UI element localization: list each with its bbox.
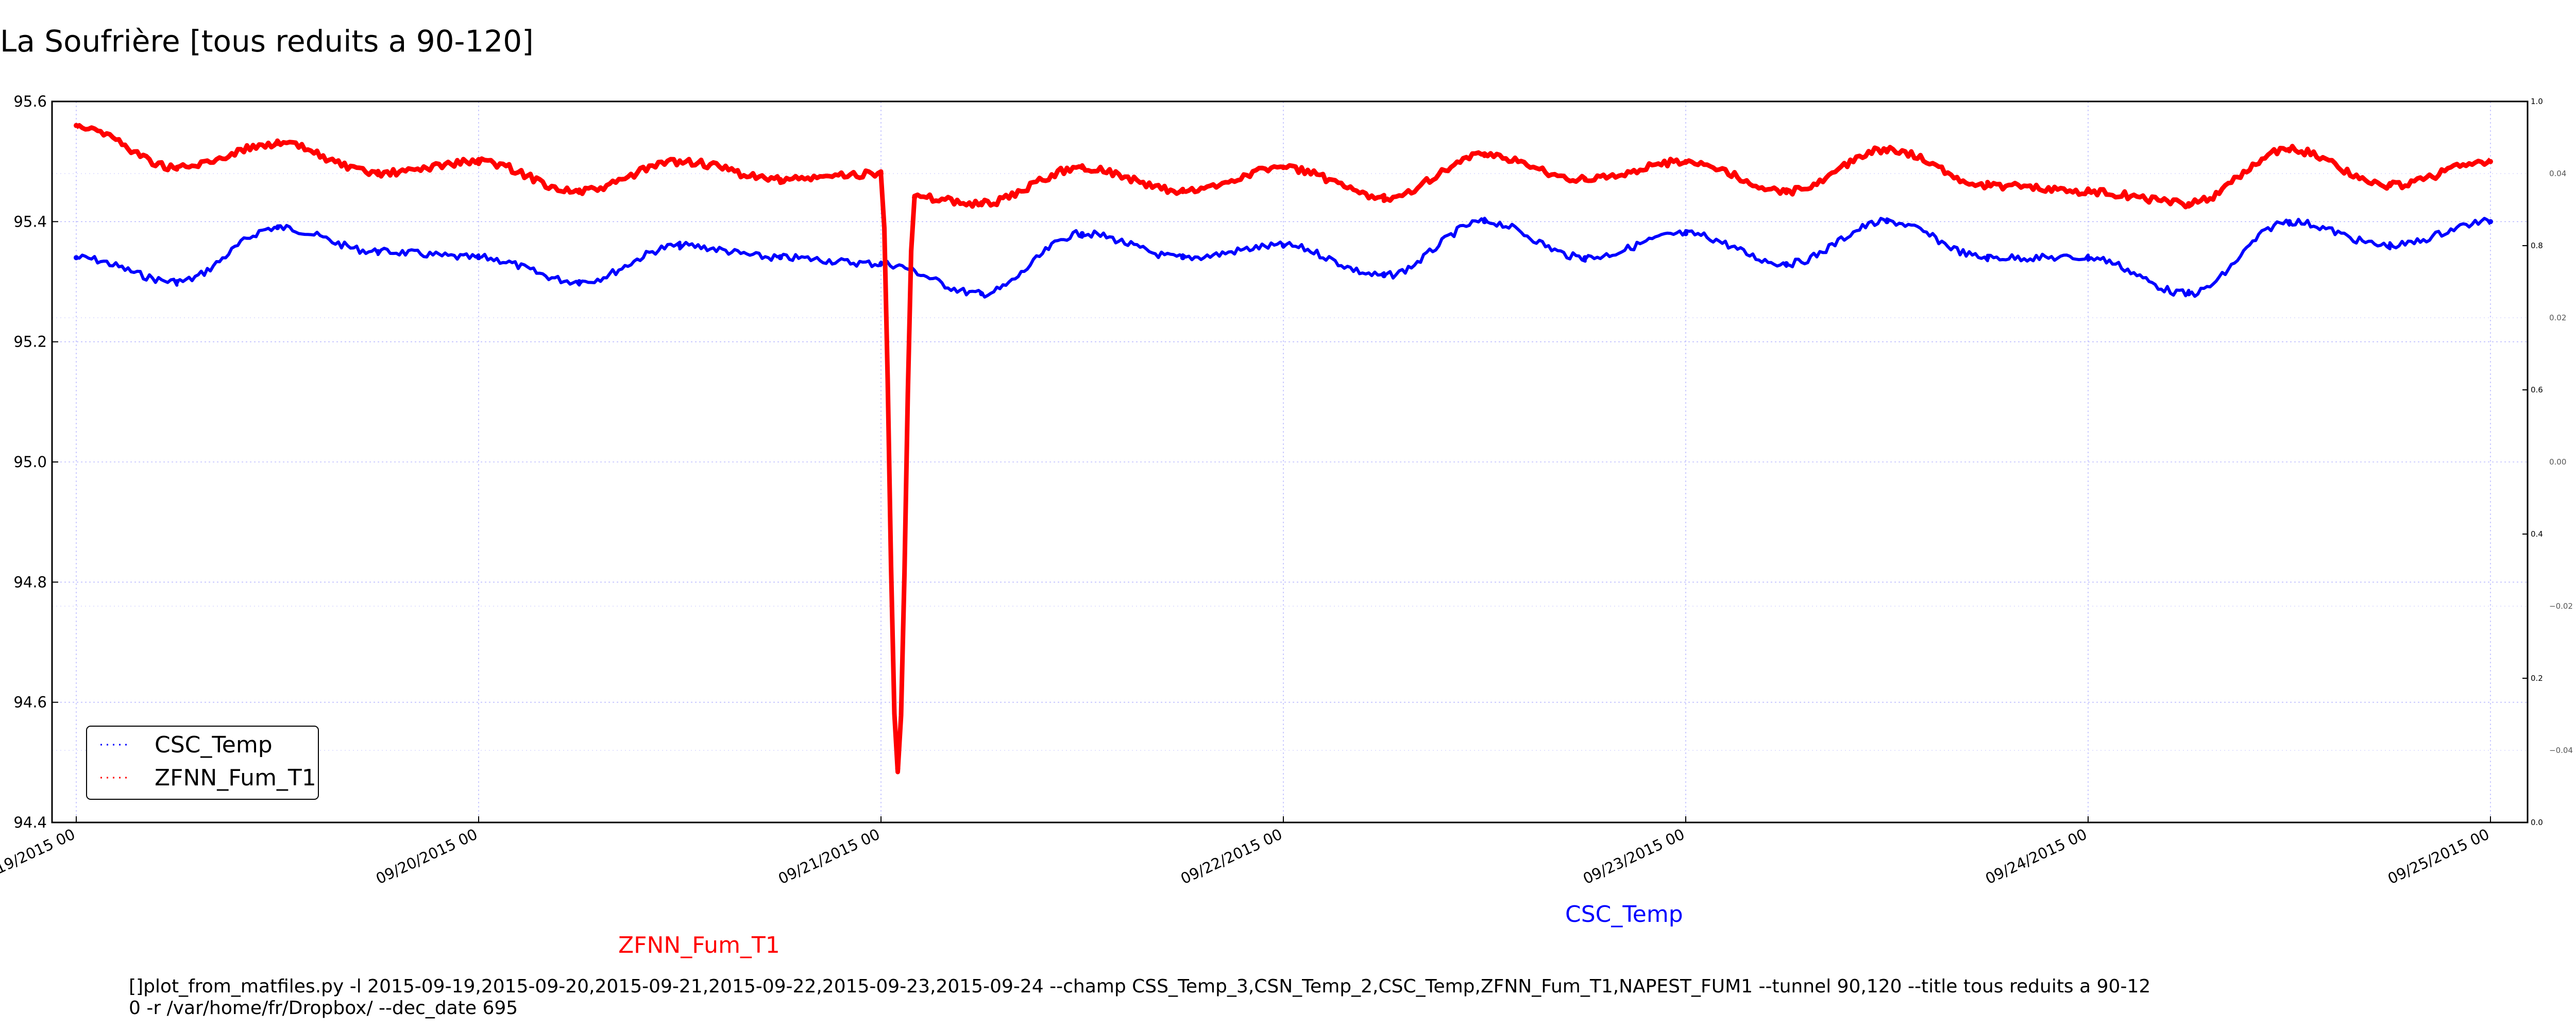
x-tick-label: 09/19/2015 00 <box>0 826 78 888</box>
y-tick-label: 95.2 <box>13 333 47 351</box>
x-tick-label: 09/24/2015 00 <box>1982 826 2090 888</box>
left-y-axis: 95.6 95.4 95.2 95.0 94.8 94.6 94.4 <box>13 93 58 831</box>
right-minor-tick-label: 0.04 <box>2549 169 2566 178</box>
data-point-zfnn-fum-t1 <box>912 195 918 200</box>
data-point-zfnn-fum-t1 <box>1985 183 1990 188</box>
right-tick-label: 0.4 <box>2531 529 2543 539</box>
data-point-csc-temp <box>476 255 481 261</box>
legend-label-csc-temp: CSC_Temp <box>155 732 273 758</box>
y-tick-label: 95.4 <box>13 213 47 230</box>
y-tick-label: 95.6 <box>13 93 47 110</box>
y-tick-label: 94.4 <box>13 814 47 831</box>
x-axis: 09/19/2015 00 09/20/2015 00 09/21/2015 00 0… <box>0 816 2492 887</box>
series-layer <box>74 123 2493 775</box>
command-line-text: []plot_from_matfiles.py -l 2015-09-19,20… <box>129 976 2151 1019</box>
data-point-csc-temp <box>1582 255 1588 261</box>
data-point-zfnn-fum-t1 <box>74 123 79 128</box>
data-point-zfnn-fum-t1 <box>1079 165 1085 170</box>
data-point-zfnn-fum-t1 <box>1482 153 1487 158</box>
data-point-zfnn-fum-t1 <box>1582 177 1588 182</box>
data-point-zfnn-fum-t1 <box>1180 189 1185 194</box>
data-point-csc-temp <box>1683 231 1688 236</box>
data-point-zfnn-fum-t1 <box>1884 147 1890 152</box>
x-tick-label: 09/23/2015 00 <box>1580 826 1687 888</box>
data-point-zfnn-fum-t1 <box>1784 189 1789 194</box>
data-point-csc-temp <box>74 255 79 261</box>
data-point-csc-temp <box>1985 255 1990 261</box>
y-tick-label: 94.8 <box>13 573 47 591</box>
data-point-csc-temp <box>1281 243 1286 248</box>
data-point-csc-temp <box>1884 219 1890 225</box>
data-point-csc-temp <box>1784 261 1789 266</box>
series-label-csc-temp: CSC_Temp <box>1565 901 1683 928</box>
data-point-csc-temp <box>375 249 381 254</box>
legend-label-zfnn-fum-t1: ZFNN_Fum_T1 <box>155 765 316 791</box>
data-point-zfnn-fum-t1 <box>2286 147 2292 152</box>
legend-box <box>86 726 319 800</box>
x-tick-label: 09/25/2015 00 <box>2385 826 2492 888</box>
right-minor-tick-label: −0.02 <box>2549 602 2573 611</box>
data-point-csc-temp <box>777 255 783 261</box>
y-tick-label: 95.0 <box>13 453 47 471</box>
data-point-zfnn-fum-t1 <box>174 165 180 170</box>
data-point-zfnn-fum-t1 <box>577 189 582 194</box>
data-point-zfnn-fum-t1 <box>895 766 901 771</box>
data-point-csc-temp <box>2387 243 2393 248</box>
x-tick-label: 09/20/2015 00 <box>373 826 480 888</box>
data-point-csc-temp <box>677 243 683 248</box>
data-point-zfnn-fum-t1 <box>979 201 985 207</box>
data-point-zfnn-fum-t1 <box>677 159 683 164</box>
right-tick-label: 0.0 <box>2531 818 2543 827</box>
data-point-csc-temp <box>275 225 280 230</box>
data-point-zfnn-fum-t1 <box>777 177 783 182</box>
data-point-csc-temp <box>2086 255 2091 261</box>
data-point-csc-temp <box>979 291 985 297</box>
x-tick-label: 09/22/2015 00 <box>1178 826 1285 888</box>
x-tick-label: 09/21/2015 00 <box>775 826 883 888</box>
right-tick-label: 0.6 <box>2531 385 2543 394</box>
data-point-csc-temp <box>577 279 582 284</box>
data-point-zfnn-fum-t1 <box>1683 159 1688 164</box>
data-point-zfnn-fum-t1 <box>2086 189 2091 194</box>
series-label-zfnn-fum-t1: ZFNN_Fum_T1 <box>618 932 780 958</box>
data-point-zfnn-fum-t1 <box>2488 159 2493 164</box>
data-point-csc-temp <box>878 261 884 266</box>
right-minor-tick-label: 0.00 <box>2549 457 2566 467</box>
right-minor-tick-label: −0.04 <box>2549 746 2573 755</box>
data-point-csc-temp <box>2488 219 2493 225</box>
right-tick-label: 1.0 <box>2531 97 2543 106</box>
data-point-zfnn-fum-t1 <box>476 159 481 164</box>
right-tick-label: 0.8 <box>2531 241 2543 250</box>
data-point-zfnn-fum-t1 <box>1281 165 1286 170</box>
data-point-csc-temp <box>2286 219 2292 225</box>
data-point-zfnn-fum-t1 <box>2387 183 2393 188</box>
data-point-csc-temp <box>174 279 180 284</box>
data-point-zfnn-fum-t1 <box>2186 201 2192 207</box>
data-point-csc-temp <box>1180 255 1185 261</box>
data-point-csc-temp <box>2186 291 2192 297</box>
grid-lines <box>52 101 2528 823</box>
data-point-zfnn-fum-t1 <box>275 141 280 146</box>
legend: CSC_Temp ZFNN_Fum_T1 <box>86 726 319 800</box>
data-point-zfnn-fum-t1 <box>375 171 381 176</box>
right-y-axis: 1.0 0.8 0.6 0.4 0.2 0.0 0.04 0.02 0.00 −0.02 −0.04 <box>2522 97 2573 827</box>
right-minor-tick-label: 0.02 <box>2549 313 2566 322</box>
data-point-csc-temp <box>1079 231 1085 236</box>
y-tick-label: 94.6 <box>13 694 47 711</box>
data-point-csc-temp <box>1482 219 1487 225</box>
data-point-zfnn-fum-t1 <box>1381 195 1387 200</box>
chart-title: La Soufrière [tous reduits a 90-120] <box>0 24 534 59</box>
data-point-csc-temp <box>1381 273 1387 279</box>
right-tick-label: 0.2 <box>2531 674 2543 683</box>
data-point-zfnn-fum-t1 <box>878 171 884 176</box>
